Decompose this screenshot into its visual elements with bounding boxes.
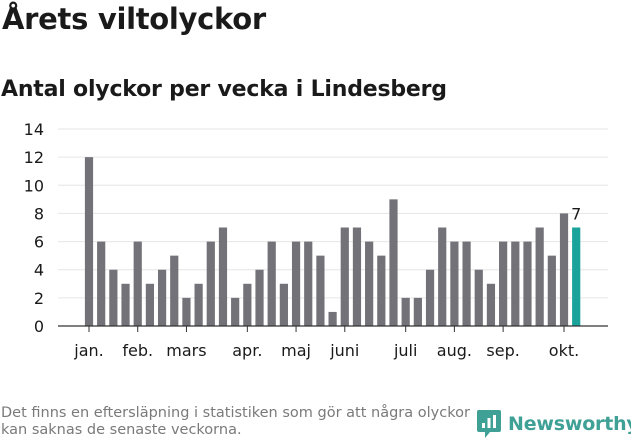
x-tick-label: feb. <box>122 341 153 360</box>
x-tick-label: maj <box>281 341 311 360</box>
data-labels: 7 <box>571 205 581 224</box>
bar <box>401 297 410 326</box>
bar <box>499 241 508 326</box>
bar <box>182 297 191 326</box>
bar <box>109 269 118 326</box>
x-tick-label: juni <box>329 341 359 360</box>
y-tick-label: 2 <box>34 289 44 308</box>
bar <box>206 241 215 326</box>
brand-name: Newsworthy <box>508 413 631 435</box>
bar <box>121 283 130 326</box>
bar <box>291 241 301 326</box>
bar <box>389 199 398 326</box>
chart-subtitle: Antal olyckor per vecka i Lindesberg <box>1 77 447 102</box>
bar <box>413 297 422 326</box>
y-tick-label: 12 <box>24 148 44 167</box>
bar <box>267 241 276 326</box>
bar <box>365 241 374 326</box>
highlight-value-label: 7 <box>571 205 581 224</box>
bar <box>157 269 167 326</box>
bars <box>84 157 581 326</box>
bar <box>218 227 228 326</box>
bar <box>316 255 325 326</box>
bar <box>438 227 447 326</box>
bar <box>377 255 386 326</box>
y-tick-label: 0 <box>34 317 44 336</box>
bar <box>523 241 532 326</box>
bar <box>231 297 240 326</box>
bar <box>352 227 362 326</box>
bar <box>133 241 142 326</box>
bar <box>243 283 252 326</box>
x-tick-label: jan. <box>73 341 103 360</box>
bar <box>511 241 520 326</box>
bar <box>97 241 106 326</box>
bar <box>340 227 349 326</box>
y-tick-label: 4 <box>34 261 44 280</box>
bar <box>450 241 459 326</box>
x-tick-label: aug. <box>437 341 472 360</box>
bar <box>425 269 435 326</box>
bar <box>84 157 94 326</box>
bar <box>194 283 203 326</box>
y-tick-label: 14 <box>24 120 44 139</box>
bar <box>170 255 179 326</box>
bar <box>328 311 337 326</box>
x-tick-label: juli <box>393 341 417 360</box>
newsworthy-logo-icon <box>477 410 501 438</box>
x-tick-label: apr. <box>232 341 262 360</box>
chart-title: Årets viltolyckor <box>2 2 266 36</box>
x-tick-label: mars <box>166 341 206 360</box>
bar <box>255 269 264 326</box>
y-axis-ticks: 0 2 4 6 8 10 12 14 <box>24 120 44 336</box>
bar <box>559 213 569 326</box>
bar <box>145 283 154 326</box>
x-axis: jan. feb. mars apr. maj juni juli aug. sep. okt. <box>58 325 608 360</box>
x-tick-label: sep. <box>486 341 519 360</box>
bar-highlight <box>572 227 581 326</box>
brand-logo[interactable]: Newsworthy <box>476 408 631 440</box>
bar <box>462 241 471 326</box>
bar <box>486 283 496 326</box>
y-tick-label: 8 <box>34 204 44 223</box>
y-tick-label: 6 <box>34 233 44 252</box>
bar <box>547 255 556 326</box>
y-tick-label: 10 <box>24 176 44 195</box>
footnote: Det finns en eftersläpning i statistiken… <box>1 405 470 438</box>
bar <box>474 269 483 326</box>
x-tick-label: okt. <box>549 341 579 360</box>
bar-chart: 0 2 4 6 8 10 12 14 jan. feb. mars apr. maj juni juli a… <box>24 120 608 360</box>
bar <box>279 283 288 326</box>
bar <box>304 241 313 326</box>
bar <box>535 227 544 326</box>
